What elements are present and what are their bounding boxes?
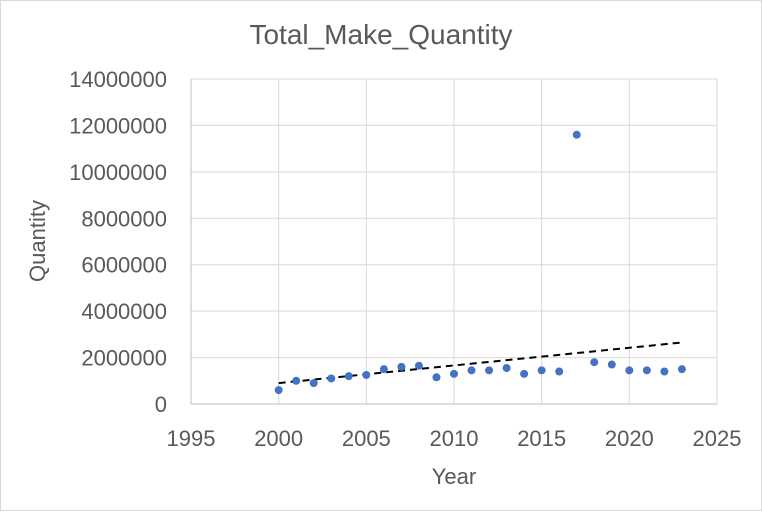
x-tick-label: 2025 xyxy=(693,426,742,451)
x-tick-label: 2020 xyxy=(605,426,654,451)
data-point xyxy=(590,358,599,367)
y-tick-label: 12000000 xyxy=(69,113,167,138)
chart-title: Total_Make_Quantity xyxy=(249,19,512,50)
data-point xyxy=(344,372,353,381)
x-axis-title: Year xyxy=(432,464,476,489)
data-point xyxy=(414,361,423,370)
data-point xyxy=(485,366,494,375)
data-point xyxy=(397,362,406,371)
data-point xyxy=(642,366,651,375)
data-point xyxy=(572,130,581,139)
data-point xyxy=(520,369,529,378)
y-axis-title: Quantity xyxy=(25,200,50,282)
y-tick-label: 14000000 xyxy=(69,67,167,92)
data-point xyxy=(432,373,441,382)
tick-labels: 0 2000000 4000000 6000000 8000000 10000000 120… xyxy=(69,67,741,451)
data-point xyxy=(502,364,511,373)
y-tick-label: 4000000 xyxy=(81,299,167,324)
data-point xyxy=(379,365,388,374)
data-point xyxy=(327,374,336,383)
x-tick-label: 1995 xyxy=(167,426,216,451)
data-point xyxy=(362,370,371,379)
axes xyxy=(190,79,717,405)
trendline xyxy=(278,341,683,385)
data-point xyxy=(274,386,283,395)
grid-lines xyxy=(191,78,718,404)
data-point xyxy=(677,365,686,374)
x-tick-label: 2010 xyxy=(430,426,479,451)
data-point xyxy=(292,376,301,385)
data-point xyxy=(607,360,616,369)
data-points xyxy=(274,130,686,395)
y-tick-label: 8000000 xyxy=(81,206,167,231)
data-point xyxy=(309,379,318,388)
y-tick-label: 0 xyxy=(155,392,167,417)
data-point xyxy=(625,366,634,375)
data-point xyxy=(537,366,546,375)
data-point xyxy=(467,366,476,375)
x-tick-label: 2000 xyxy=(254,426,303,451)
y-tick-label: 6000000 xyxy=(81,253,167,278)
data-point xyxy=(660,367,669,376)
data-point xyxy=(555,367,564,376)
x-tick-label: 2005 xyxy=(342,426,391,451)
y-tick-label: 2000000 xyxy=(81,346,167,371)
x-tick-label: 2015 xyxy=(517,426,566,451)
y-tick-label: 10000000 xyxy=(69,160,167,185)
linear-trendline xyxy=(278,341,683,385)
data-point xyxy=(450,369,458,378)
